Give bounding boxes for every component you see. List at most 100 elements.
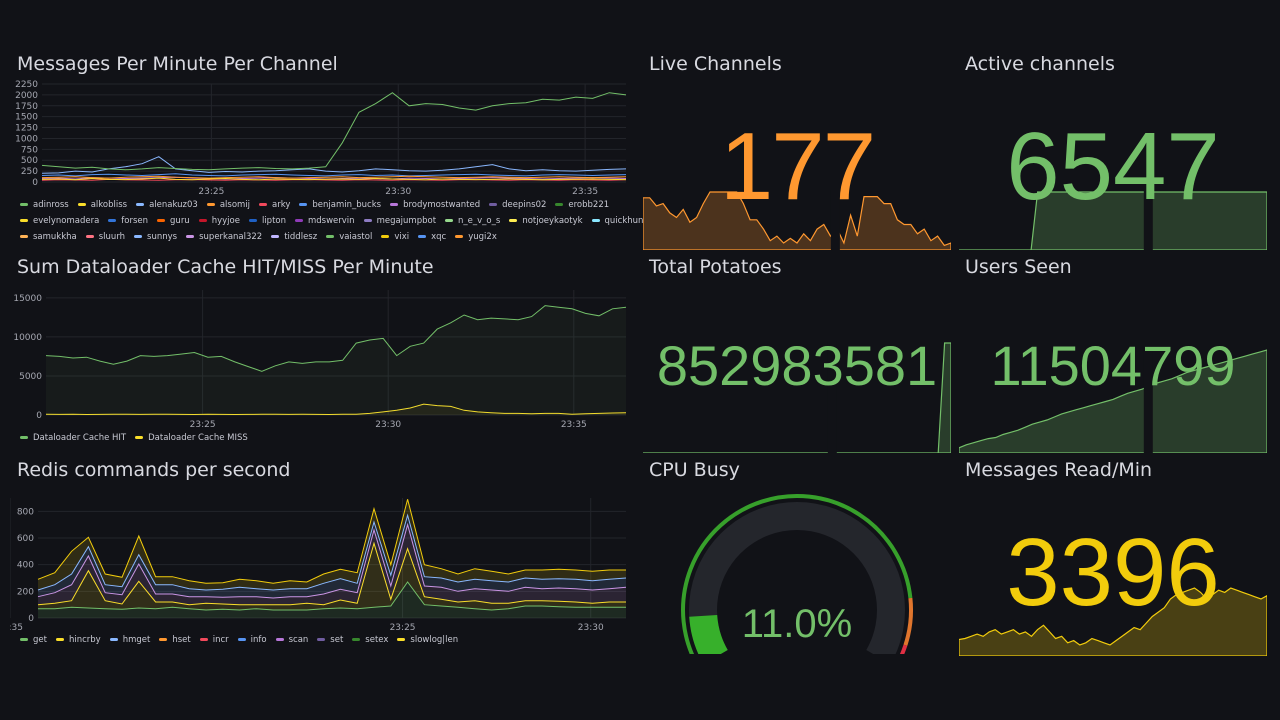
legend-item[interactable]: erobb221 (555, 197, 609, 213)
legend-label: quickhuntik (604, 216, 655, 226)
legend-item[interactable]: guru (157, 213, 190, 229)
legend-swatch (591, 219, 600, 222)
legend-label: info (250, 635, 267, 645)
legend-item[interactable]: slowlog|len (397, 632, 458, 648)
legend-item[interactable]: evelynomadera (20, 213, 99, 229)
messages-panel-title[interactable]: Messages Per Minute Per Channel (17, 53, 338, 75)
legend-item[interactable]: quickhuntik (591, 213, 655, 229)
legend-item[interactable]: forsen (108, 213, 148, 229)
legend-item[interactable]: xqc (418, 229, 446, 245)
y-tick-label: 0 (32, 178, 38, 188)
y-tick-label: 1500 (15, 113, 38, 123)
live-channels-title[interactable]: Live Channels (649, 53, 782, 75)
redis-legend: get hincrby hmget hset incr info scan set setex s… (20, 632, 467, 648)
users-seen-value: 11504799 (990, 334, 1236, 397)
legend-swatch (20, 235, 28, 238)
active-channels-title[interactable]: Active channels (965, 53, 1115, 75)
legend-item[interactable]: superkanal322 (186, 229, 262, 245)
cache-legend: Dataloader Cache HIT Dataloader Cache MIS… (20, 430, 257, 446)
legend-swatch (20, 203, 28, 206)
legend-item[interactable]: lipton (248, 213, 286, 229)
legend-item[interactable]: scan (275, 632, 308, 648)
legend-item[interactable]: vaiastol (326, 229, 372, 245)
legend-item[interactable]: adinross (20, 197, 69, 213)
legend-item[interactable]: arky (259, 197, 290, 213)
legend-item[interactable]: get (20, 632, 47, 648)
legend-item[interactable]: alenakuz03 (136, 197, 198, 213)
legend-swatch (317, 638, 326, 641)
cache-panel-title[interactable]: Sum Dataloader Cache HIT/MISS Per Minute (17, 256, 434, 278)
legend-label: alenakuz03 (149, 200, 198, 210)
redis-panel-title[interactable]: Redis commands per second (17, 459, 291, 481)
legend-item[interactable]: n_e_v_o_s (445, 213, 500, 229)
y-tick-label: 5000 (19, 372, 42, 382)
redis-chart[interactable]: 0 200 400 600 800 23:25 23:30 23:35 (10, 494, 630, 634)
legend-swatch (55, 638, 64, 641)
legend-swatch (134, 235, 143, 238)
legend-swatch (157, 219, 166, 222)
redis-commands-panel: Redis commands per second 0 200 400 600 800 2… (10, 456, 630, 656)
legend-swatch (271, 235, 280, 238)
legend-label: Dataloader Cache MISS (148, 433, 248, 443)
x-tick-label: 23:35 (561, 420, 587, 430)
legend-item[interactable]: benjamin_bucks (299, 197, 381, 213)
legend-item[interactable]: sunnys (134, 229, 177, 245)
series-area (46, 305, 626, 415)
legend-item[interactable]: tiddlesz (271, 229, 317, 245)
y-tick-label: 0 (28, 614, 34, 624)
legend-label: alsomij (219, 200, 251, 210)
legend-item[interactable]: alsomij (206, 197, 251, 213)
legend-item[interactable]: deepins02 (489, 197, 546, 213)
legend-item[interactable]: set (317, 632, 343, 648)
legend-item[interactable]: samukkha (20, 229, 77, 245)
gauge-value-arc (689, 614, 728, 654)
legend-item[interactable]: notjoeykaotyk (509, 213, 583, 229)
legend-label: hset (172, 635, 191, 645)
legend-item[interactable]: setex (352, 632, 388, 648)
legend-item[interactable]: hincrby (55, 632, 101, 648)
legend-item[interactable]: brodymostwanted (390, 197, 480, 213)
legend-swatch (381, 235, 390, 238)
x-tick-label: 23:25 (190, 420, 216, 430)
legend-item[interactable]: vixi (381, 229, 409, 245)
legend-item[interactable]: sluurh (85, 229, 125, 245)
legend-label: set (330, 635, 344, 645)
messages-read-title[interactable]: Messages Read/Min (965, 459, 1153, 481)
series-area (38, 499, 626, 590)
legend-label: tiddlesz (284, 232, 318, 242)
legend-label: vaiastol (339, 232, 373, 242)
y-tick-label: 1000 (15, 134, 38, 144)
y-tick-label: 200 (17, 587, 34, 597)
total-potatoes-title[interactable]: Total Potatoes (649, 256, 782, 278)
legend-label: erobb221 (568, 200, 610, 210)
cpu-busy-title[interactable]: CPU Busy (649, 459, 740, 481)
legend-swatch (108, 219, 117, 222)
live-channels-value: 177 (719, 113, 876, 220)
legend-item[interactable]: yugi2x (455, 229, 497, 245)
y-tick-label: 2000 (15, 91, 38, 101)
live-channels-panel: Live Channels 177 (643, 50, 951, 250)
legend-item[interactable]: info (237, 632, 267, 648)
legend-item[interactable]: incr (199, 632, 229, 648)
users-seen-title[interactable]: Users Seen (965, 256, 1072, 278)
series-area (38, 515, 626, 598)
legend-swatch (352, 638, 361, 641)
users-seen-panel: Users Seen 11504799 (959, 253, 1267, 453)
legend-item[interactable]: megajumpbot (363, 213, 436, 229)
legend-item[interactable]: mdswervin (295, 213, 355, 229)
legend-item[interactable]: alkobliss (77, 197, 127, 213)
sparkline-area (959, 587, 1267, 656)
y-tick-label: 1250 (15, 124, 38, 134)
cpu-busy-value: 11.0% (741, 602, 853, 646)
y-tick-label: 250 (21, 167, 38, 177)
legend-item[interactable]: hset (159, 632, 191, 648)
legend-item[interactable]: Dataloader Cache HIT (20, 430, 126, 446)
series-line-hincrby (37, 541, 626, 606)
legend-item[interactable]: hmget (109, 632, 150, 648)
sparkline-gap (1143, 190, 1153, 250)
legend-label: mdswervin (308, 216, 355, 226)
cache-chart[interactable]: 0 5000 10000 15000 23:25 23:30 23:35 (10, 286, 630, 431)
legend-item[interactable]: hyyjoe (198, 213, 240, 229)
legend-item[interactable]: Dataloader Cache MISS (135, 430, 248, 446)
